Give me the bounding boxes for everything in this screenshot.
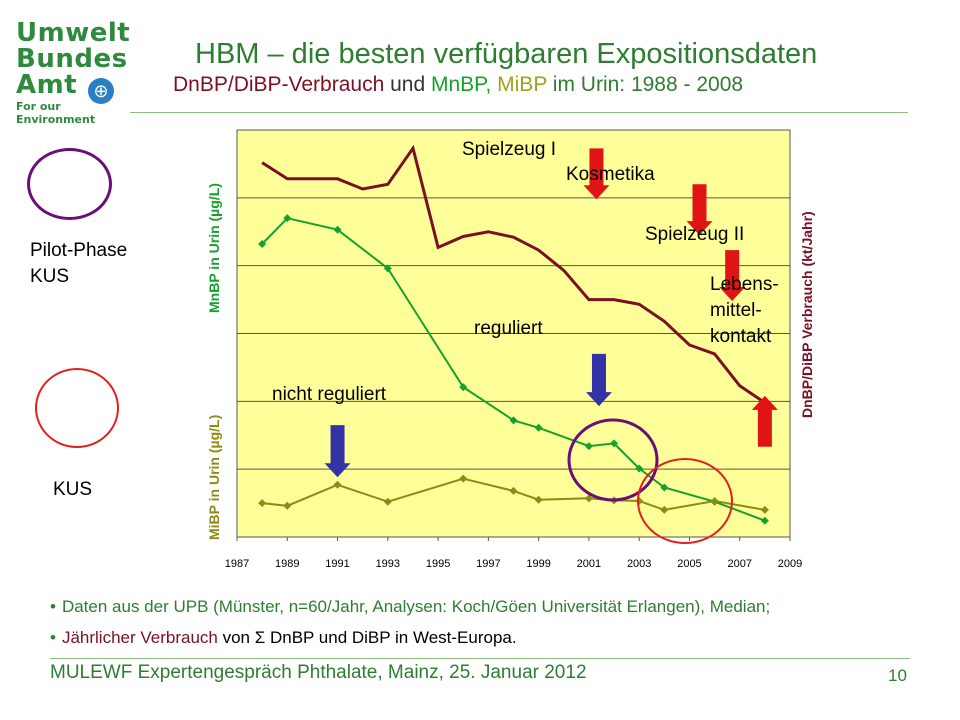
bullet-dot-icon: • [50,628,56,647]
page-number: 10 [888,666,907,685]
kus-legend-circle [35,368,119,448]
subtitle-mnbp: MnBP, [430,73,492,96]
annotation-kosmetika: Kosmetika [566,164,655,185]
data-point-mnbp [258,239,267,248]
data-point-mnbp [333,225,342,234]
annotation-lebensmittel-2: mittel- [710,300,762,321]
data-point-mnbp [459,383,468,392]
bullet-dot-icon: • [50,597,56,616]
data-point-mnbp [760,516,769,525]
logo-tagline: For our Environment [16,100,96,126]
x-tick-label: 2003 [627,558,651,570]
bullet-consumption-text: von Σ DnBP und DiBP in West-Europa. [217,628,517,647]
arrow-reguliert-icon [585,353,612,407]
arrow-nicht-reguliert-icon [324,425,351,478]
x-tick-label: 1987 [225,558,249,570]
bullet-consumption: • Jährlicher Verbrauch von Σ DnBP und DiB… [50,628,517,648]
data-point-mnbp [509,416,518,425]
x-tick-label: 1989 [275,558,299,570]
arrow-spielzeug2-icon [719,250,746,301]
bullet-consumption-highlight: Jährlicher Verbrauch [61,628,218,647]
logo-line-1: Umwelt [16,18,131,48]
x-tick-label: 1997 [476,558,500,570]
footer-text: MULEWF Expertengespräch Phthalate, Mainz… [50,662,587,683]
y-axis-label-mibp: MiBP in Urin (µg/L) [206,415,222,540]
logo-line-2: Bundes [16,44,128,74]
data-point-mnbp [534,423,543,432]
subtitle-urine: im Urin: 1988 - 2008 [546,73,744,96]
kus-label: KUS [53,479,93,500]
arrow-lebensmittel-icon [751,395,778,447]
data-point-mnbp [283,214,292,223]
data-point-mibp [333,480,342,489]
annotation-lebensmittel-3: kontakt [710,326,772,347]
x-tick-label: 2007 [727,558,751,570]
arrow-spielzeug1-icon [583,148,610,200]
x-tick-label: 2001 [577,558,601,570]
data-point-mibp [459,474,468,483]
data-point-mibp [660,505,669,514]
subtitle-mibp: MiBP [491,73,547,96]
annotation-spielzeug-2: Spielzeug II [645,224,744,245]
data-point-mnbp [660,483,669,492]
x-tick-label: 1995 [426,558,450,570]
data-point-mibp [710,497,719,506]
data-point-mibp [509,486,518,495]
uba-logo: Umwelt Bundes Amt For our Environment [16,18,131,126]
logo-line-3: Amt [16,70,78,100]
bullet-data-source: • Daten aus der UPB (Münster, n=60/Jahr, … [50,597,770,617]
slide-title: HBM – die besten verfügbaren Expositions… [195,38,818,70]
subtitle-and: und [384,73,431,96]
annotation-nicht-reguliert: nicht reguliert [272,384,387,405]
pilot-phase-highlight-circle [567,418,659,502]
arrow-kosmetika-icon [686,184,713,236]
series-line-consumption [261,144,766,404]
data-point-mibp [534,495,543,504]
x-tick-label: 1993 [376,558,400,570]
un-globe-icon: ⊕ [88,78,114,104]
pilot-phase-label: Pilot-Phase KUS [30,240,128,287]
x-tick-label: 1991 [325,558,349,570]
y-axis-label-consumption: DnBP/DiBP Verbrauch (kt/Jahr) [799,211,815,418]
footer-divider [50,658,910,659]
x-tick-label: 2009 [778,558,802,570]
data-point-mnbp [584,442,593,451]
data-point-mibp [258,499,267,508]
y-axis-label-mnbp: MnBP in Urin (µg/L) [206,183,222,313]
kus-highlight-circle [637,458,733,544]
annotation-reguliert: reguliert [474,318,543,339]
data-point-mibp [283,501,292,510]
header-divider [130,112,908,113]
annotation-spielzeug-1: Spielzeug I [462,139,556,160]
bullet-data-source-text: Daten aus der UPB (Münster, n=60/Jahr, A… [61,597,771,616]
x-tick-label: 1999 [526,558,550,570]
data-point-mnbp [635,464,644,473]
data-point-mnbp [383,264,392,273]
pilot-phase-legend-circle [27,148,112,220]
data-point-mnbp [610,439,619,448]
data-point-mibp [760,505,769,514]
annotation-lebensmittel-1: Lebens- [710,274,779,295]
x-tick-label: 2005 [677,558,701,570]
subtitle-consumption: DnBP/DiBP-Verbrauch [173,73,385,96]
slide-subtitle: DnBP/DiBP-Verbrauch und MnBP, MiBP im Ur… [173,73,743,97]
data-point-mibp [383,497,392,506]
